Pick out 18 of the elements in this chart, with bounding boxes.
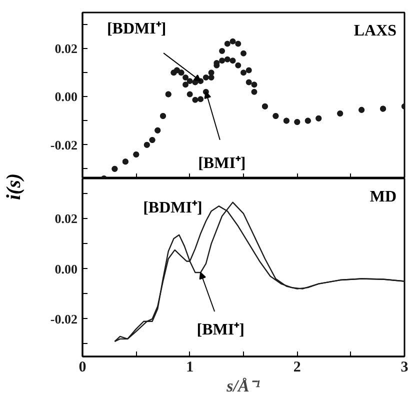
y-tick-label: -0.02 (50, 311, 78, 326)
text: [BMI⁺] (198, 154, 246, 172)
series-label: [BDMI⁺] (106, 20, 166, 38)
x-tick-label: 1 (186, 360, 194, 376)
y-tick-label: 0.02 (54, 41, 78, 56)
x-tick-label: 0 (78, 360, 86, 376)
text: [BMI⁺] (196, 322, 244, 339)
y-tick-label: 0.02 (54, 211, 78, 226)
x-tick-label: 2 (293, 360, 301, 376)
y-tick-label: 0.00 (54, 89, 78, 104)
x-tick-label: 3 (400, 360, 408, 376)
text: LAXS (354, 22, 397, 40)
text: MD (370, 188, 396, 206)
series-label: [BDMI⁺] (143, 200, 202, 217)
y-axis-title: i(s) (2, 173, 26, 200)
y-tick-label: 0.00 (54, 261, 78, 276)
x-axis-title: s/Å⁻¹ (226, 376, 260, 396)
y-tick-label: -0.02 (50, 137, 78, 152)
